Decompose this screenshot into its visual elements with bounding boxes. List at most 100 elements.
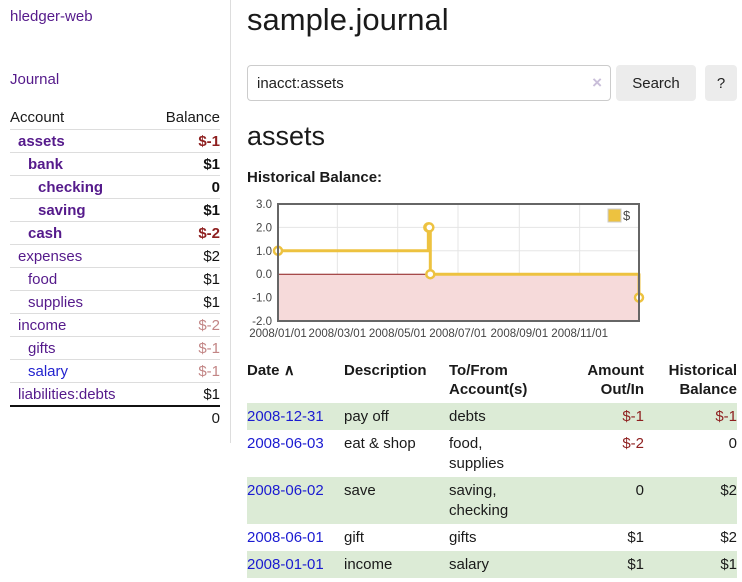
account-balance: $1 (148, 290, 220, 314)
account-row-supplies: supplies $1 (10, 290, 220, 314)
account-balance: $1 (148, 152, 220, 176)
account-link-bank[interactable]: bank (28, 155, 64, 173)
transaction-balance: 0 (728, 434, 737, 452)
search-button[interactable]: Search (616, 65, 696, 101)
account-row-assets: assets $-1 (10, 129, 220, 153)
transaction-description: pay off (344, 403, 449, 430)
svg-text:1.0: 1.0 (256, 246, 272, 258)
accounts-table-header: Account Balance (10, 106, 220, 130)
svg-text:0.0: 0.0 (256, 269, 272, 281)
account-link-gifts[interactable]: gifts (28, 339, 56, 357)
account-row-checking: checking 0 (10, 175, 220, 199)
register-row[interactable]: 2008-12-31 pay off debts $-1 $-1 (247, 403, 737, 430)
account-balance: $1 (148, 382, 220, 406)
account-link-expenses[interactable]: expenses (18, 247, 83, 265)
account-balance: $-1 (148, 336, 220, 360)
transaction-date-link[interactable]: 2008-12-31 (247, 407, 324, 425)
accounts-total: 0 (148, 405, 220, 429)
register-header-description: Description (344, 362, 427, 379)
transaction-balance: $-1 (644, 403, 737, 430)
account-balance: $-2 (148, 221, 220, 245)
transaction-description: eat & shop (344, 434, 416, 452)
account-row-bank: bank $1 (10, 152, 220, 176)
account-link-supplies[interactable]: supplies (28, 293, 84, 311)
accounts-header-balance: Balance (165, 109, 220, 126)
transaction-amount: $1 (561, 551, 644, 578)
register-header-accounts: To/From Account(s) (449, 362, 528, 398)
account-link-food[interactable]: food (28, 270, 58, 288)
transaction-date-link[interactable]: 2008-01-01 (247, 555, 324, 573)
transaction-description: gift (344, 528, 365, 546)
transaction-amount: $1 (627, 528, 644, 546)
account-link-salary[interactable]: salary (28, 362, 69, 380)
transaction-accounts: salary (449, 551, 561, 578)
svg-text:2008/03/01: 2008/03/01 (309, 328, 367, 340)
register-header-balance: Historical Balance (668, 362, 737, 398)
account-row-expenses: expenses $2 (10, 244, 220, 268)
svg-text:2008/01/01: 2008/01/01 (249, 328, 307, 340)
register-row[interactable]: 2008-01-01 income salary $1 $1 (247, 551, 737, 578)
svg-text:2008/11/01: 2008/11/01 (551, 328, 608, 340)
account-link-income[interactable]: income (18, 316, 67, 334)
accounts-table: Account Balance assets $-1 bank $1 check… (10, 106, 220, 429)
account-row-gifts: gifts $-1 (10, 336, 220, 360)
account-balance: $1 (148, 267, 220, 291)
account-row-salary: salary $-1 (10, 359, 220, 383)
transaction-accounts: debts (449, 403, 561, 430)
brand-link[interactable]: hledger-web (10, 8, 93, 25)
transaction-date-link[interactable]: 2008-06-01 (247, 528, 324, 546)
register-header-date[interactable]: Date ∧ (247, 359, 344, 403)
sidebar-item-journal[interactable]: Journal (10, 71, 60, 88)
chart-heading: Historical Balance: (247, 169, 383, 186)
register-header-row: Date ∧ Description To/From Account(s) Am… (247, 359, 737, 403)
sidebar: hledger-web Journal Account Balance asse… (0, 0, 231, 443)
transaction-accounts: saving, checking (449, 477, 561, 524)
account-link-checking[interactable]: checking (38, 178, 104, 196)
svg-text:2008/07/01: 2008/07/01 (429, 328, 487, 340)
account-link-saving[interactable]: saving (38, 201, 86, 219)
svg-text:-1.0: -1.0 (252, 293, 272, 305)
svg-text:2008/05/01: 2008/05/01 (369, 328, 427, 340)
svg-text:2008/09/01: 2008/09/01 (491, 328, 549, 340)
transaction-date-link[interactable]: 2008-06-02 (247, 481, 324, 499)
transaction-accounts: food, supplies (449, 434, 505, 472)
accounts-header-account: Account (10, 109, 65, 126)
account-balance: $2 (148, 244, 220, 268)
svg-text:-2.0: -2.0 (252, 316, 272, 328)
transaction-accounts: gifts (449, 528, 477, 546)
account-balance: $-1 (148, 359, 220, 383)
transaction-balance: $2 (720, 528, 737, 546)
date-header-label: Date (247, 362, 280, 379)
search-input[interactable] (247, 65, 611, 101)
account-row-saving: saving $1 (10, 198, 220, 222)
account-link-cash[interactable]: cash (28, 224, 63, 242)
page-title: sample.journal (247, 2, 449, 37)
transaction-date-link[interactable]: 2008-06-03 (247, 434, 324, 452)
legend-swatch (607, 208, 622, 223)
register-header-amount: Amount Out/In (587, 362, 644, 398)
account-link-liabilities-debts[interactable]: liabilities:debts (18, 385, 116, 403)
svg-text:$: $ (623, 208, 631, 223)
accounts-total-row: 0 (10, 405, 220, 429)
account-balance: $1 (148, 198, 220, 222)
transaction-amount: 0 (561, 477, 644, 524)
historical-balance-chart[interactable]: 3.0 2.0 1.0 0.0 -1.0 -2.0 2008/01/01 2008/03/01… (247, 197, 742, 343)
main-content: sample.journal × Search ? assets Histori… (247, 0, 741, 578)
register-row[interactable]: 2008-06-01 gift gifts $1 $2 (247, 524, 737, 551)
register-row[interactable]: 2008-06-03 eat & shop food, supplies $-2… (247, 430, 737, 477)
transaction-description: save (344, 477, 449, 524)
help-button[interactable]: ? (705, 65, 737, 101)
account-row-food: food $1 (10, 267, 220, 291)
sort-ascending-icon: ∧ (283, 362, 295, 379)
transaction-balance: $2 (644, 477, 737, 524)
account-row-income: income $-2 (10, 313, 220, 337)
account-balance: $-1 (148, 129, 220, 153)
account-row-liabilities-debts: liabilities:debts $1 (10, 382, 220, 406)
register-row[interactable]: 2008-06-02 save saving, checking 0 $2 (247, 477, 737, 524)
transaction-amount: $-2 (622, 434, 644, 452)
account-link-assets[interactable]: assets (18, 132, 65, 150)
clear-search-icon[interactable]: × (592, 73, 602, 92)
account-balance: $-2 (148, 313, 220, 337)
